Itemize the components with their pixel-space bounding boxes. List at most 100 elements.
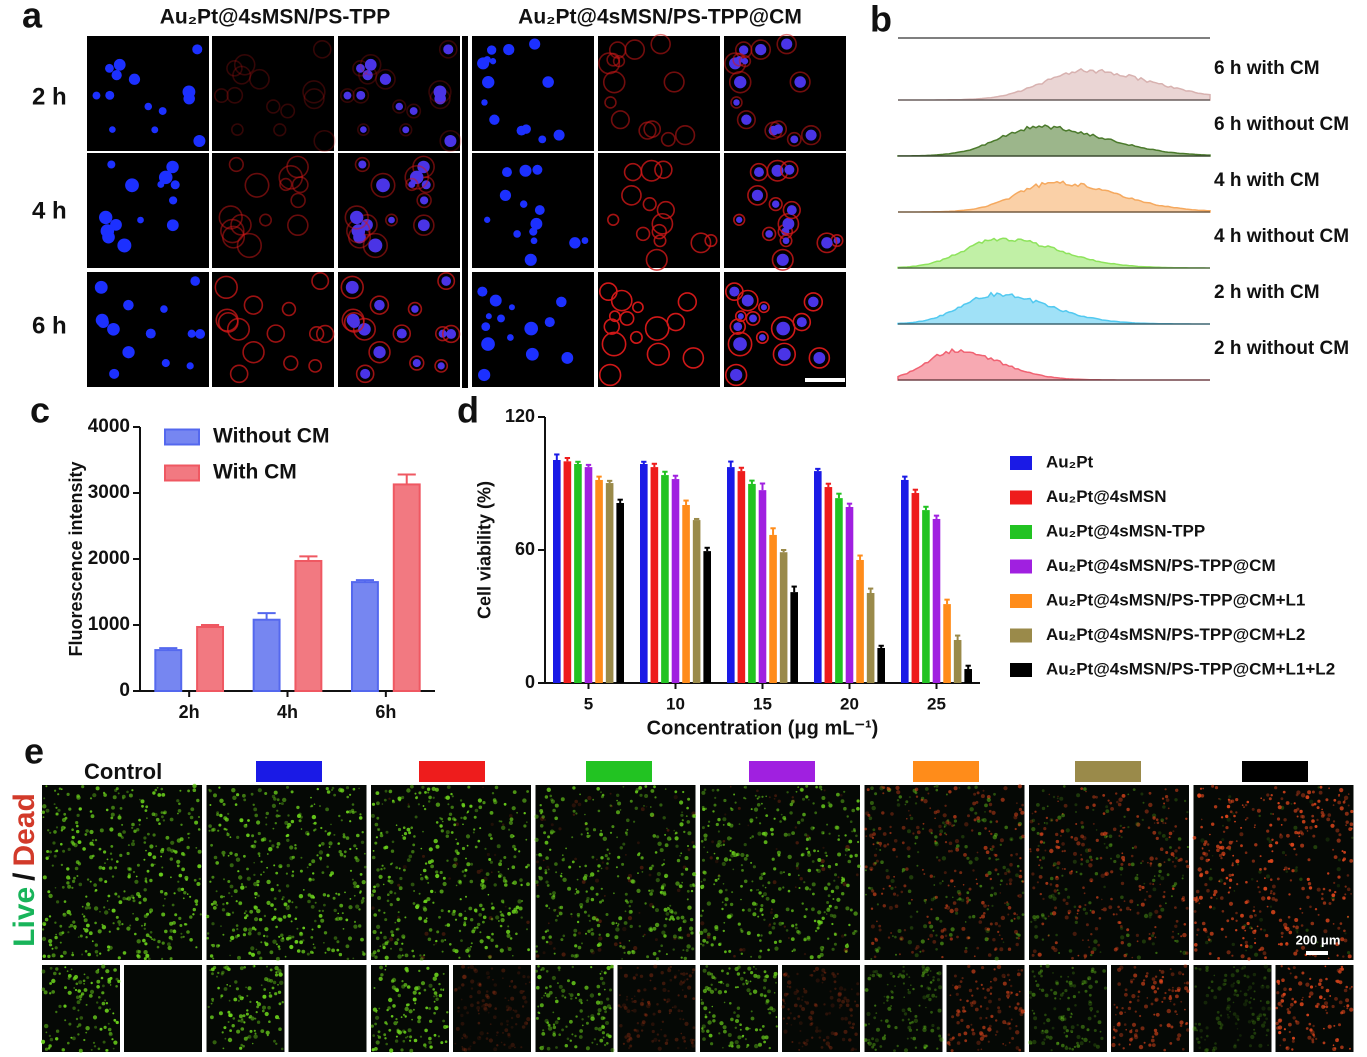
speck xyxy=(1002,1020,1007,1025)
speck xyxy=(384,955,389,960)
speck xyxy=(673,976,677,979)
speck xyxy=(772,880,777,885)
speck xyxy=(681,811,683,814)
speck xyxy=(805,908,808,911)
speck xyxy=(396,1029,401,1034)
speck xyxy=(226,984,228,986)
bar xyxy=(911,493,920,683)
speck xyxy=(509,814,513,818)
speck xyxy=(627,878,632,883)
speck xyxy=(474,845,478,849)
speck xyxy=(149,878,153,883)
speck xyxy=(138,901,142,905)
speck xyxy=(782,973,785,976)
speck xyxy=(756,797,759,800)
speck xyxy=(874,1038,879,1043)
speck xyxy=(1183,982,1186,985)
speck xyxy=(136,954,140,958)
speck xyxy=(511,909,516,914)
speck xyxy=(765,896,770,901)
speck xyxy=(53,803,56,806)
legend-swatch xyxy=(1010,525,1032,539)
speck xyxy=(510,1042,515,1048)
speck xyxy=(1057,800,1059,803)
speck xyxy=(113,968,117,972)
speck xyxy=(628,1036,632,1040)
speck xyxy=(64,1019,67,1022)
speck xyxy=(376,868,380,872)
speck xyxy=(216,811,220,814)
speck xyxy=(93,1045,97,1048)
speck xyxy=(47,1047,51,1050)
speck xyxy=(777,799,781,803)
speck xyxy=(423,807,427,811)
speck xyxy=(488,955,492,959)
speck xyxy=(1033,1026,1038,1030)
speck xyxy=(1007,997,1010,999)
speck xyxy=(453,857,458,862)
cell-membrane xyxy=(598,363,622,387)
speck xyxy=(83,1038,86,1042)
speck xyxy=(525,865,528,869)
speck xyxy=(634,806,638,810)
cell-membrane xyxy=(601,331,627,357)
speck xyxy=(730,837,733,840)
speck xyxy=(1159,980,1164,985)
speck xyxy=(1080,1024,1085,1029)
speck xyxy=(739,948,743,952)
nucleus xyxy=(360,368,371,379)
speck xyxy=(108,908,110,911)
speck xyxy=(375,1040,380,1045)
speck xyxy=(824,851,828,855)
speck xyxy=(41,936,47,942)
speck xyxy=(680,980,683,983)
speck xyxy=(97,968,100,971)
speck xyxy=(278,947,281,951)
speck xyxy=(379,833,384,838)
speck xyxy=(943,826,946,828)
speck xyxy=(876,920,878,923)
image-background xyxy=(338,153,460,268)
speck xyxy=(683,994,688,999)
speck xyxy=(970,1023,973,1026)
nucleus xyxy=(507,334,514,341)
speck xyxy=(641,1003,644,1006)
speck xyxy=(812,892,815,896)
speck xyxy=(1055,875,1059,879)
speck xyxy=(595,918,599,922)
speck xyxy=(600,887,603,890)
speck xyxy=(233,997,238,1002)
speck xyxy=(268,847,273,852)
speck xyxy=(236,934,240,937)
speck xyxy=(940,935,944,939)
speck xyxy=(954,839,960,844)
speck xyxy=(408,1009,413,1014)
speck xyxy=(840,793,843,797)
speck xyxy=(94,950,99,954)
speck xyxy=(882,786,886,789)
speck xyxy=(390,930,394,934)
speck xyxy=(72,976,77,981)
speck xyxy=(541,935,546,940)
speck xyxy=(901,1018,905,1022)
speck xyxy=(546,929,550,932)
speck xyxy=(625,833,628,836)
cell-membrane xyxy=(607,213,620,226)
speck xyxy=(1071,1031,1073,1033)
cell-membrane xyxy=(311,272,330,291)
speck xyxy=(585,1046,590,1051)
speck xyxy=(662,816,666,820)
speck xyxy=(260,1029,265,1033)
speck xyxy=(1056,866,1060,870)
speck xyxy=(1105,809,1110,814)
speck xyxy=(667,907,671,910)
speck xyxy=(456,842,460,845)
speck xyxy=(628,1037,633,1041)
speck xyxy=(208,789,212,793)
speck xyxy=(1043,1038,1046,1041)
speck xyxy=(349,793,352,796)
speck xyxy=(574,892,577,895)
speck xyxy=(981,966,985,970)
speck xyxy=(851,830,854,833)
speck xyxy=(731,891,734,894)
